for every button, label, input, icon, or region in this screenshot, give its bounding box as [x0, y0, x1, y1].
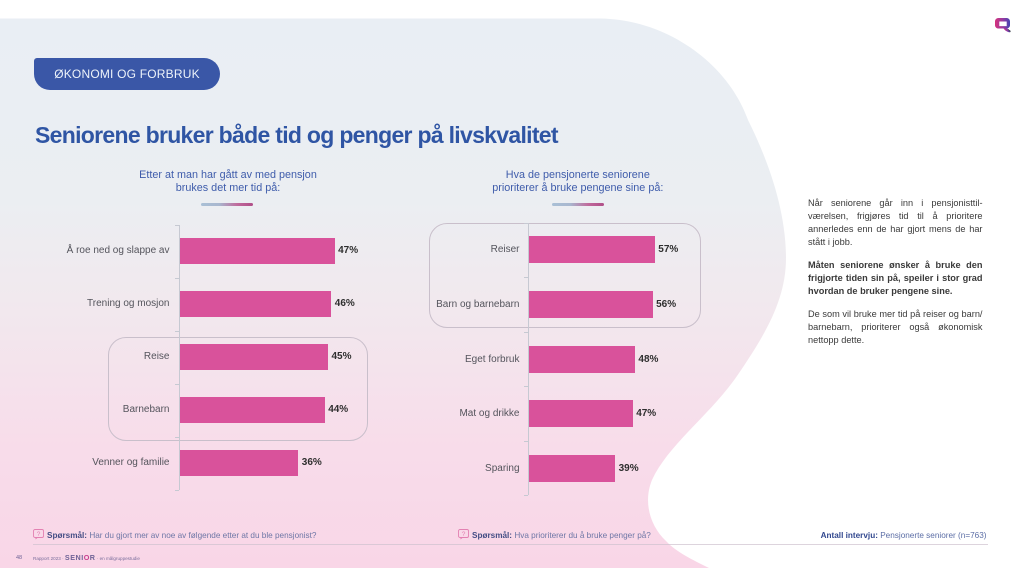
svg-text:?: ?: [37, 531, 41, 538]
svg-text:?: ?: [462, 531, 466, 538]
